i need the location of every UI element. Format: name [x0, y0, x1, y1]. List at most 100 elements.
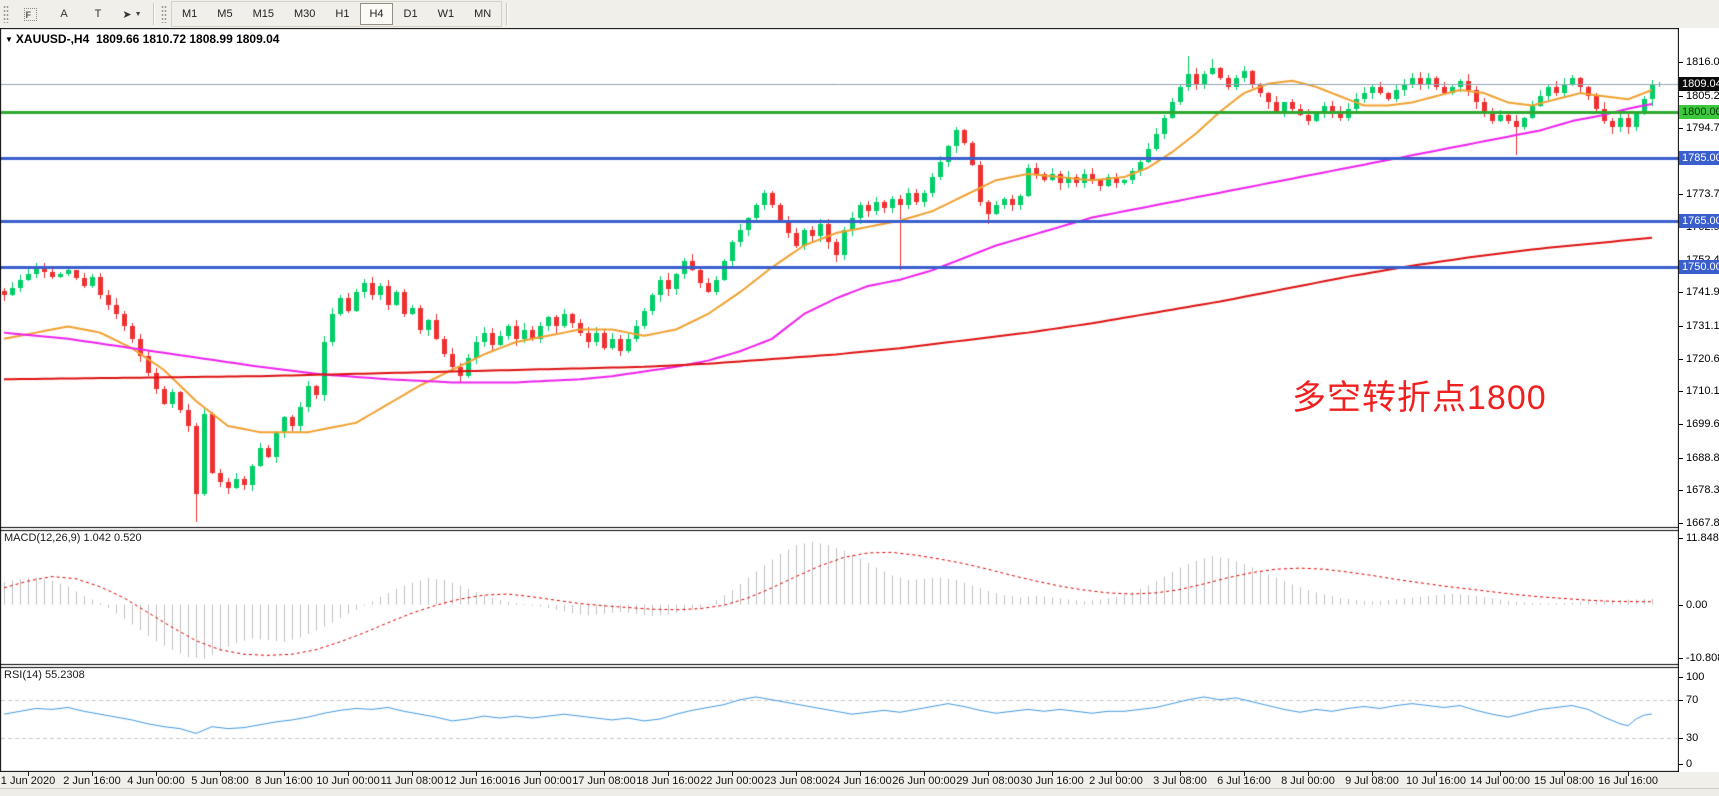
date-tick-mark — [92, 772, 93, 776]
shapes-tool-button[interactable]: ➤ ▼ — [115, 2, 149, 26]
timeframe-button-m1[interactable]: M1 — [182, 8, 198, 20]
date-tick-label: 6 Jul 16:00 — [1217, 775, 1271, 787]
status-bar — [0, 788, 1719, 796]
axis-tick-mark — [1679, 326, 1683, 327]
date-tick-label: 11 Jun 08:00 — [380, 775, 444, 787]
rsi-tick-label: 0 — [1686, 758, 1693, 770]
timeframe-button-h1[interactable]: H1 — [335, 8, 350, 20]
price-line-badge: 1785.00 — [1679, 151, 1719, 165]
rsi-indicator-label: RSI(14) 55.2308 — [4, 669, 85, 681]
date-tick-mark — [1116, 772, 1117, 776]
collapse-triangle-icon[interactable]: ▼ — [5, 35, 13, 44]
date-tick-label: 24 Jun 16:00 — [828, 775, 892, 787]
price-axis: 1816.001805.201794.701784.201773.701762.… — [1679, 28, 1719, 772]
axis-tick-mark — [1679, 677, 1683, 678]
timeframe-button-m5[interactable]: M5 — [217, 8, 233, 20]
date-tick-mark — [28, 772, 29, 776]
date-tick-label: 12 Jun 16:00 — [444, 775, 508, 787]
axis-tick-mark — [1679, 128, 1683, 129]
date-tick-mark — [1308, 772, 1309, 776]
axis-tick-mark — [1679, 523, 1683, 524]
price-tick-label: 1699.60 — [1686, 418, 1719, 430]
date-tick-mark — [156, 772, 157, 776]
date-tick-mark — [604, 772, 605, 776]
timeframe-button-mn[interactable]: MN — [474, 8, 492, 20]
price-line-badge: 1750.00 — [1679, 260, 1719, 274]
date-tick-mark — [1436, 772, 1437, 776]
date-tick-label: 9 Jul 08:00 — [1345, 775, 1399, 787]
rsi-tick-label: 100 — [1686, 671, 1705, 683]
price-line-badge: 1809.04 — [1679, 77, 1719, 91]
price-tick-label: 1731.10 — [1686, 320, 1719, 332]
axis-tick-mark — [1679, 292, 1683, 293]
date-tick-mark — [476, 772, 477, 776]
date-tick-mark — [732, 772, 733, 776]
date-tick-mark — [1628, 772, 1629, 776]
date-tick-label: 14 Jul 00:00 — [1470, 775, 1530, 787]
date-tick-label: 22 Jun 00:00 — [700, 775, 764, 787]
macd-tick-label: -10.808 — [1686, 652, 1719, 664]
price-tick-label: 1720.60 — [1686, 353, 1719, 365]
price-tick-label: 1794.70 — [1686, 122, 1719, 134]
date-tick-label: 2 Jun 16:00 — [63, 775, 121, 787]
axis-tick-mark — [1679, 458, 1683, 459]
symbol-period-label: XAUUSD-,H4 — [15, 32, 90, 46]
axis-tick-mark — [1679, 194, 1683, 195]
timeframe-button-h4[interactable]: H4 — [360, 3, 393, 25]
chart-text-annotation[interactable]: 多空转折点1800 — [1292, 379, 1547, 417]
timeframe-button-w1[interactable]: W1 — [437, 8, 455, 20]
date-tick-mark — [1180, 772, 1181, 776]
axis-tick-mark — [1679, 538, 1683, 539]
axis-tick-mark — [1679, 490, 1683, 491]
date-tick-mark — [1372, 772, 1373, 776]
axis-tick-mark — [1679, 658, 1683, 659]
axis-tick-mark — [1679, 700, 1683, 701]
price-tick-label: 1710.10 — [1686, 385, 1719, 397]
timeframe-button-m15[interactable]: M15 — [252, 8, 274, 20]
date-tick-label: 29 Jun 08:00 — [956, 775, 1020, 787]
timeframe-button-m30[interactable]: M30 — [293, 8, 316, 20]
date-tick-label: 3 Jul 08:00 — [1153, 775, 1207, 787]
date-tick-label: 8 Jul 00:00 — [1281, 775, 1335, 787]
date-tick-label: 18 Jun 16:00 — [636, 775, 700, 787]
toolbar-grip[interactable] — [161, 5, 167, 23]
axis-tick-mark — [1679, 62, 1683, 63]
date-axis: 1 Jun 2020 2 Jun 16:00 4 Jun 00:00 5 Jun 08… — [0, 772, 1719, 788]
axis-tick-mark — [1679, 391, 1683, 392]
chart-area[interactable]: ▼ XAUUSD-,H4 1809.66 1810.72 1808.99 1809… — [0, 28, 1679, 772]
date-tick-mark — [1500, 772, 1501, 776]
axis-tick-mark — [1679, 96, 1683, 97]
price-tick-label: 1688.80 — [1686, 452, 1719, 464]
date-tick-label: 5 Jun 08:00 — [191, 775, 249, 787]
text-tool-icon: A — [60, 8, 68, 20]
axis-tick-mark — [1679, 605, 1683, 606]
date-tick-label: 1 Jun 2020 — [0, 775, 56, 787]
axis-tick-mark — [1679, 764, 1683, 765]
date-tick-label: 4 Jun 00:00 — [127, 775, 185, 787]
label-tool-button[interactable]: T — [81, 2, 115, 26]
price-chart-canvas[interactable] — [0, 28, 1679, 772]
date-tick-mark — [988, 772, 989, 776]
axis-tick-mark — [1679, 738, 1683, 739]
macd-tick-label: 0.00 — [1686, 599, 1708, 611]
date-tick-label: 2 Jul 00:00 — [1089, 775, 1143, 787]
price-tick-label: 1667.80 — [1686, 517, 1719, 529]
indicator-grid-tool-icon: F — [23, 7, 37, 21]
date-tick-label: 15 Jul 08:00 — [1534, 775, 1594, 787]
price-tick-label: 1805.20 — [1686, 90, 1719, 102]
date-tick-label: 26 Jun 00:00 — [892, 775, 956, 787]
date-tick-label: 10 Jul 16:00 — [1406, 775, 1466, 787]
timeframe-button-d1[interactable]: D1 — [403, 8, 418, 20]
drawing-tools-group: F A T ➤ ▼ — [13, 2, 149, 26]
price-tick-label: 1678.30 — [1686, 484, 1719, 496]
shapes-tool-icon: ➤ — [122, 8, 132, 21]
text-tool-button[interactable]: A — [47, 2, 81, 26]
indicator-grid-tool-button[interactable]: F — [13, 2, 47, 26]
date-tick-mark — [540, 772, 541, 776]
date-tick-label: 17 Jun 08:00 — [572, 775, 636, 787]
date-tick-mark — [924, 772, 925, 776]
price-tick-label: 1741.90 — [1686, 286, 1719, 298]
toolbar-grip[interactable] — [3, 5, 9, 23]
macd-indicator-label: MACD(12,26,9) 1.042 0.520 — [4, 532, 142, 544]
date-tick-mark — [284, 772, 285, 776]
